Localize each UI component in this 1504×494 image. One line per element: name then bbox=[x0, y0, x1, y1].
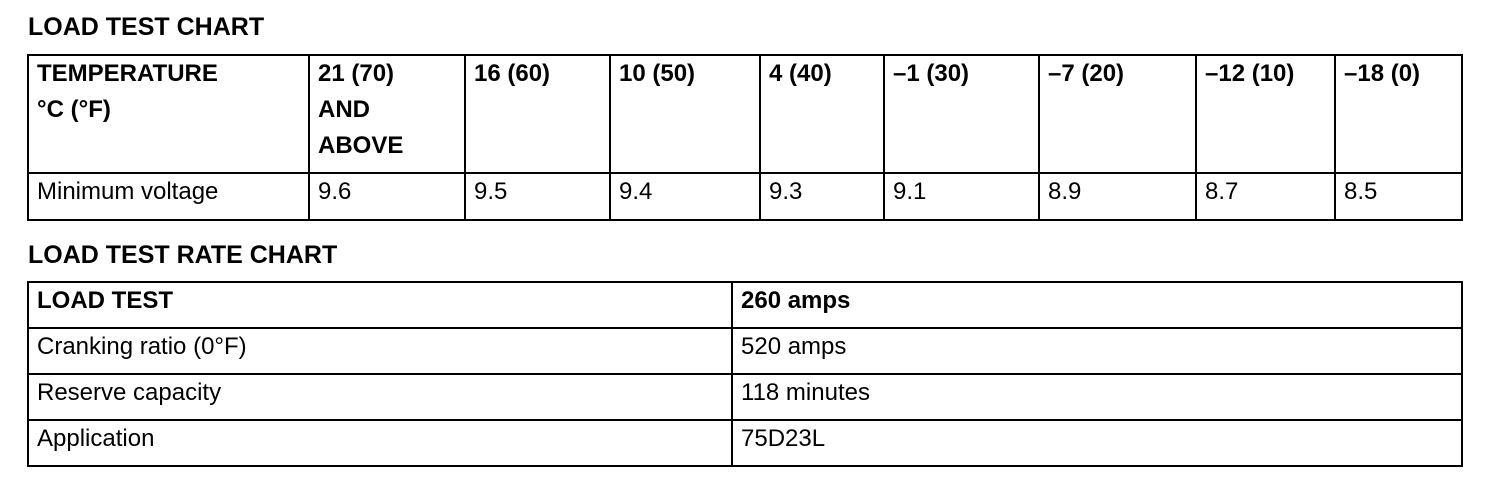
temp-line: 10 (50) bbox=[619, 60, 696, 87]
voltage-cell: 9.4 bbox=[609, 172, 761, 221]
temp-line: ABOVE bbox=[318, 132, 404, 159]
temp-line: 4 (40) bbox=[769, 60, 832, 87]
table-row: LOAD TEST 260 amps bbox=[27, 281, 1463, 329]
temperature-cell: –7 (20) bbox=[1038, 54, 1197, 174]
voltage-cell: 9.1 bbox=[883, 172, 1040, 221]
row-label: Reserve capacity bbox=[27, 373, 733, 421]
voltage-cell: 9.5 bbox=[464, 172, 611, 221]
temperature-header-cell: TEMPERATURE °C (°F) bbox=[27, 54, 310, 174]
temperature-cell: 21 (70) AND ABOVE bbox=[308, 54, 466, 174]
temperature-cell: –1 (30) bbox=[883, 54, 1040, 174]
temperature-cell: –12 (10) bbox=[1195, 54, 1336, 174]
load-test-rate-chart-title: LOAD TEST RATE CHART bbox=[28, 241, 338, 269]
header-line: TEMPERATURE bbox=[37, 60, 218, 87]
temperature-cell: 16 (60) bbox=[464, 54, 611, 174]
voltage-cell: 8.7 bbox=[1195, 172, 1336, 221]
temp-line: –1 (30) bbox=[893, 60, 970, 87]
temperature-cell: –18 (0) bbox=[1334, 54, 1463, 174]
minimum-voltage-row: Minimum voltage 9.6 9.5 9.4 9.3 9.1 8.9 … bbox=[27, 172, 1463, 221]
voltage-cell: 9.6 bbox=[308, 172, 466, 221]
row-value: 118 minutes bbox=[731, 373, 1463, 421]
header-line: °C (°F) bbox=[37, 96, 111, 123]
temperature-cell: 4 (40) bbox=[759, 54, 885, 174]
temperature-cell: 10 (50) bbox=[609, 54, 761, 174]
temp-line: 21 (70) bbox=[318, 60, 395, 87]
row-label: LOAD TEST bbox=[27, 281, 733, 329]
voltage-cell: 8.5 bbox=[1334, 172, 1463, 221]
row-label: Application bbox=[27, 419, 733, 467]
row-value: 75D23L bbox=[731, 419, 1463, 467]
load-test-rate-table: LOAD TEST 260 amps Cranking ratio (0°F) … bbox=[27, 281, 1463, 467]
table-row: Application 75D23L bbox=[27, 419, 1463, 467]
temp-line: –12 (10) bbox=[1205, 60, 1295, 87]
load-test-chart-title: LOAD TEST CHART bbox=[28, 13, 265, 41]
row-value: 260 amps bbox=[731, 281, 1463, 329]
table-row: Cranking ratio (0°F) 520 amps bbox=[27, 327, 1463, 375]
voltage-cell: 8.9 bbox=[1038, 172, 1197, 221]
voltage-cell: 9.3 bbox=[759, 172, 885, 221]
row-label: Cranking ratio (0°F) bbox=[27, 327, 733, 375]
temp-line: AND bbox=[318, 96, 370, 123]
temp-line: –7 (20) bbox=[1048, 60, 1125, 87]
load-test-table: TEMPERATURE °C (°F) 21 (70) AND ABOVE 16… bbox=[27, 54, 1463, 221]
row-value: 520 amps bbox=[731, 327, 1463, 375]
row-label: Minimum voltage bbox=[27, 172, 310, 221]
temp-line: 16 (60) bbox=[474, 60, 551, 87]
table-row: Reserve capacity 118 minutes bbox=[27, 373, 1463, 421]
temperature-header-row: TEMPERATURE °C (°F) 21 (70) AND ABOVE 16… bbox=[27, 54, 1463, 174]
temp-line: –18 (0) bbox=[1344, 60, 1421, 87]
